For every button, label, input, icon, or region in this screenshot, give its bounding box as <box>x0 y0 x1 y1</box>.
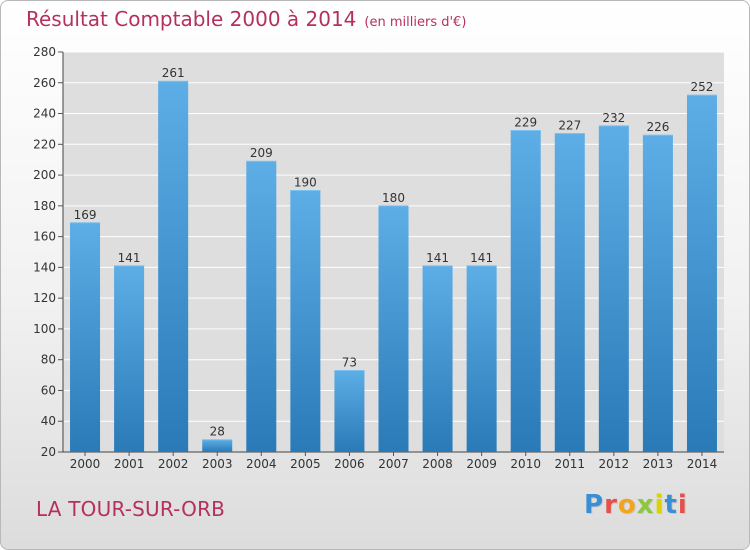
bar-value-label: 141 <box>426 251 449 265</box>
x-tick-label: 2001 <box>114 457 145 471</box>
x-tick-label: 2009 <box>466 457 497 471</box>
chart-unit-note: (en milliers d'€) <box>364 15 467 30</box>
bar-value-label: 190 <box>294 175 317 189</box>
y-tick-label: 60 <box>41 383 56 397</box>
bar-value-label: 28 <box>210 425 225 439</box>
x-tick-label: 2002 <box>158 457 189 471</box>
bar <box>202 439 233 452</box>
y-tick-label: 120 <box>33 291 56 305</box>
location-label: LA TOUR-SUR-ORB <box>36 497 226 521</box>
x-tick-label: 2011 <box>554 457 585 471</box>
proxiti-logo: Proxiti <box>584 490 688 520</box>
bar <box>510 130 541 452</box>
bar-value-label: 169 <box>74 208 97 222</box>
x-tick-label: 2003 <box>202 457 233 471</box>
bar <box>158 81 189 452</box>
logo-letter: x <box>636 490 655 520</box>
bar <box>378 205 409 452</box>
y-tick-label: 220 <box>33 137 56 151</box>
bar-value-label: 180 <box>382 191 405 205</box>
x-tick-label: 2013 <box>643 457 674 471</box>
bar-value-label: 252 <box>691 80 714 94</box>
bar <box>246 161 277 452</box>
x-tick-label: 2004 <box>246 457 277 471</box>
logo-letter: o <box>617 490 637 520</box>
y-tick-label: 240 <box>33 107 56 121</box>
bar-value-label: 226 <box>646 120 669 134</box>
y-tick-label: 200 <box>33 168 56 182</box>
y-tick-label: 80 <box>41 353 56 367</box>
y-tick-label: 20 <box>41 445 56 459</box>
bar <box>70 222 101 452</box>
bar <box>334 370 365 452</box>
bar-value-label: 261 <box>162 66 185 80</box>
bar-value-label: 141 <box>470 251 493 265</box>
x-tick-label: 2000 <box>70 457 101 471</box>
bar <box>642 135 673 453</box>
bar <box>290 190 321 452</box>
bar-value-label: 141 <box>118 251 141 265</box>
logo-letter: t <box>664 490 678 520</box>
x-tick-label: 2012 <box>599 457 630 471</box>
bar-value-label: 227 <box>558 119 581 133</box>
logo-letter: r <box>604 490 618 520</box>
logo-letter: i <box>654 490 665 520</box>
y-tick-label: 160 <box>33 230 56 244</box>
bar-value-label: 209 <box>250 146 273 160</box>
bar <box>554 133 585 453</box>
bar-value-label: 232 <box>602 111 625 125</box>
logo-letter: i <box>677 490 688 520</box>
x-tick-label: 2005 <box>290 457 321 471</box>
chart-title: Résultat Comptable 2000 à 2014 (en millie… <box>26 7 466 31</box>
bar-value-label: 229 <box>514 115 537 129</box>
chart-title-text: Résultat Comptable 2000 à 2014 <box>26 7 357 31</box>
y-tick-label: 40 <box>41 414 56 428</box>
x-tick-label: 2007 <box>378 457 409 471</box>
bar <box>114 265 145 452</box>
bar <box>466 265 497 452</box>
x-tick-label: 2010 <box>510 457 541 471</box>
x-tick-label: 2014 <box>687 457 718 471</box>
bar <box>598 125 629 452</box>
y-tick-label: 180 <box>33 199 56 213</box>
x-tick-label: 2008 <box>422 457 453 471</box>
y-tick-label: 280 <box>33 45 56 59</box>
bar <box>686 95 717 453</box>
x-tick-label: 2006 <box>334 457 365 471</box>
y-tick-label: 260 <box>33 76 56 90</box>
y-tick-label: 100 <box>33 322 56 336</box>
logo-letter: P <box>584 490 605 520</box>
y-tick-label: 140 <box>33 260 56 274</box>
bar <box>422 265 453 452</box>
bar-value-label: 73 <box>342 355 357 369</box>
